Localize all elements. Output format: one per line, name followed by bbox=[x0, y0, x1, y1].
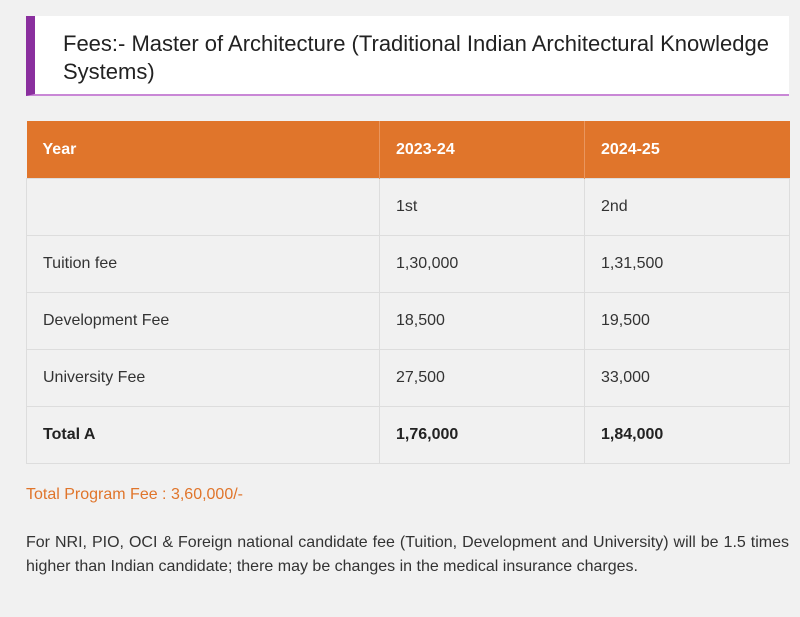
header-year: Year bbox=[26, 121, 380, 179]
table-cell: 1,30,000 bbox=[379, 235, 585, 293]
table-cell: 2nd bbox=[584, 178, 790, 236]
table-cell: Tuition fee bbox=[26, 235, 380, 293]
table-row-total: Total A 1,76,000 1,84,000 bbox=[26, 406, 790, 464]
table-cell: 1,84,000 bbox=[584, 406, 790, 464]
page-title: Fees:- Master of Architecture (Tradition… bbox=[63, 31, 769, 84]
table-cell: 1st bbox=[379, 178, 585, 236]
table-cell: 18,500 bbox=[379, 292, 585, 350]
table-cell bbox=[26, 178, 380, 236]
table-header-row: Year 2023-24 2024-25 bbox=[26, 121, 790, 179]
header-2023-24: 2023-24 bbox=[379, 121, 585, 179]
table-row: 1st 2nd bbox=[26, 178, 790, 236]
header-2024-25: 2024-25 bbox=[584, 121, 790, 179]
table-cell: University Fee bbox=[26, 349, 380, 407]
section-heading: Fees:- Master of Architecture (Tradition… bbox=[26, 16, 789, 96]
table-cell: 1,31,500 bbox=[584, 235, 790, 293]
table-row: Development Fee 18,500 19,500 bbox=[26, 292, 790, 350]
table-cell: 1,76,000 bbox=[379, 406, 585, 464]
table-cell: 27,500 bbox=[379, 349, 585, 407]
total-program-fee: Total Program Fee : 3,60,000/- bbox=[26, 486, 243, 503]
fee-table: Year 2023-24 2024-25 1st 2nd Tuition fee… bbox=[26, 121, 790, 464]
table-cell: 33,000 bbox=[584, 349, 790, 407]
table-row: Tuition fee 1,30,000 1,31,500 bbox=[26, 235, 790, 293]
table-row: University Fee 27,500 33,000 bbox=[26, 349, 790, 407]
table-cell: Total A bbox=[26, 406, 380, 464]
table-cell: Development Fee bbox=[26, 292, 380, 350]
fee-note: For NRI, PIO, OCI & Foreign national can… bbox=[26, 534, 789, 575]
table-cell: 19,500 bbox=[584, 292, 790, 350]
